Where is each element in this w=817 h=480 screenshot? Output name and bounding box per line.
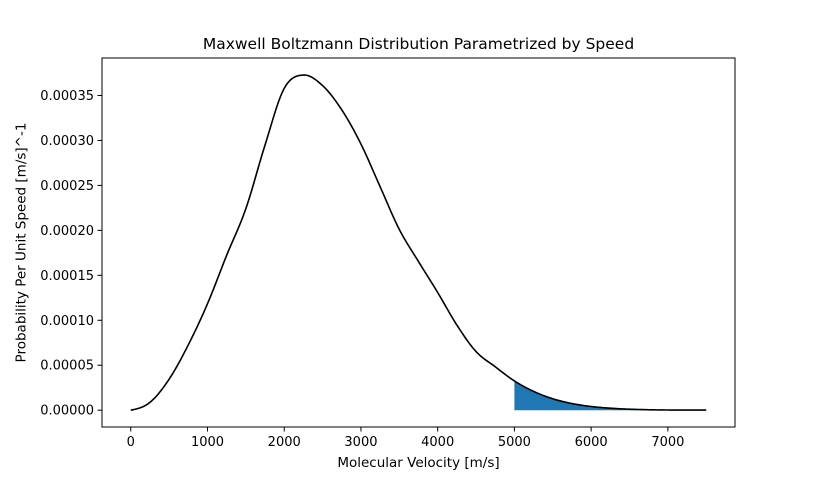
distribution-curve <box>130 74 707 411</box>
x-tick-label: 5000 <box>498 435 531 450</box>
y-tick-label: 0.00015 <box>40 269 94 284</box>
x-tick-label: 6000 <box>575 435 608 450</box>
x-tick-label: 3000 <box>344 435 377 450</box>
axes-frame <box>101 57 736 428</box>
x-tick-label: 1000 <box>191 435 224 450</box>
y-tick-label: 0.00010 <box>40 314 94 329</box>
y-tick-label: 0.00020 <box>40 224 94 239</box>
plot-area <box>130 74 707 411</box>
x-tick-label: 0 <box>127 435 135 450</box>
x-tick-label: 7000 <box>651 435 684 450</box>
x-axis-label: Molecular Velocity [m/s] <box>337 455 499 471</box>
x-axis: 0 1000 2000 3000 4000 5000 6000 7000 <box>127 427 684 450</box>
y-tick-label: 0.00035 <box>40 89 94 104</box>
y-tick-label: 0.00030 <box>40 134 94 149</box>
x-tick-label: 4000 <box>421 435 454 450</box>
y-tick-label: 0.00005 <box>40 359 94 374</box>
tail-fill-area <box>514 380 707 411</box>
y-tick-label: 0.00000 <box>40 404 94 419</box>
x-tick-label: 2000 <box>268 435 301 450</box>
y-axis-label: Probability Per Unit Speed [m/s]^-1 <box>14 123 30 363</box>
y-axis: 0.00000 0.00005 0.00010 0.00015 0.00020 0.000… <box>40 89 102 419</box>
chart-title: Maxwell Boltzmann Distribution Parametri… <box>203 35 634 53</box>
y-tick-label: 0.00025 <box>40 179 94 194</box>
